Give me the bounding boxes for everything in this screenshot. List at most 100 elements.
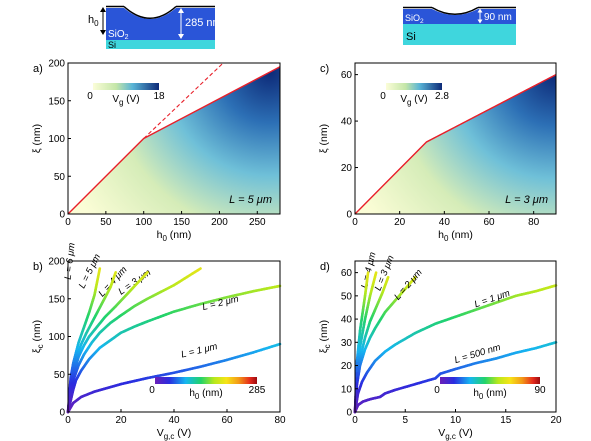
y-tick-label: 100 [48,134,65,145]
colorbar [386,83,442,90]
x-tick-label: 0 [352,415,358,426]
y-tick-label: 30 [341,338,353,349]
y-tick-label: 150 [48,96,65,107]
x-tick-label: 10 [450,415,462,426]
series-line [353,341,558,414]
series-segment [113,271,117,276]
colorbar [93,83,159,90]
y-tick-label: 0 [59,408,65,419]
series-line [66,271,117,414]
colorbar-max: 18 [153,91,165,102]
series-label: L = 2 μm [392,267,425,302]
series-segment [97,267,102,273]
y-tick-label: 60 [341,70,353,81]
y-tick-label: 10 [341,384,353,395]
y-tick-label: 0 [59,210,65,221]
si-substrate [403,24,516,45]
si-label: Si [406,31,416,43]
panel-label: d) [320,261,330,273]
series-label: L = 2 μm [201,294,240,313]
y-tick-label: 0 [346,408,352,419]
inset-schematic-a: h0 285 nm SiO2 Si [88,5,222,50]
boundary-line [67,66,281,215]
colorbar-max: 90 [534,385,546,396]
series-segment [145,271,149,275]
panel-a: L = 5 μm 0 50 100 150 200 250 0 50 100 150 200 h0 (n… [31,59,281,243]
panel-annotation: L = 5 μm [229,194,272,206]
dashed-extension [143,62,224,139]
y-axis-label: ξ (nm) [318,124,330,153]
y-tick-label: 40 [341,315,353,326]
series-label: L = 1 μm [473,288,512,311]
heatmap-area [355,74,556,214]
panel-label: c) [320,63,329,75]
y-tick-label: 0 [346,210,352,221]
x-tick-label: 80 [274,415,286,426]
y-tick-label: 200 [48,59,65,70]
x-tick-label: 20 [394,217,406,228]
series-line [353,284,558,414]
x-tick-label: 15 [500,415,512,426]
y-tick-label: 50 [54,370,66,381]
cavity [432,9,478,15]
colorbar-min: 0 [434,385,440,396]
si-substrate [106,40,215,49]
panel-b: L = 1 μmL = 2 μmL = 3 μmL = 4 μmL = 5 μm… [31,242,286,441]
panel-d: L = 500 nmL = 1 μmL = 2 μmL = 3 μmL = 4 … [318,251,562,441]
x-axis-label: h0 (nm) [438,229,473,243]
x-tick-label: 50 [100,217,112,228]
plot-frame [354,62,557,215]
colorbar [440,377,540,384]
series-line [353,271,370,414]
y-tick-label: 50 [341,291,353,302]
sio2-layer [403,9,516,24]
heatmap-area [68,66,280,215]
depth-label: 90 nm [484,12,512,23]
x-tick-label: 0 [352,217,358,228]
colorbar-label: Vg (V) [400,94,427,107]
dashed-extension [426,74,557,143]
y-tick-label: 200 [48,257,65,268]
x-axis-label: Vg,c (V) [157,427,192,441]
y-axis-label: ξc (nm) [31,320,45,353]
sio2-label: SiO2 [405,13,424,25]
colorbar-label: h0 (nm) [189,388,222,401]
x-tick-label: 60 [483,217,495,228]
panel-c: L = 3 μm 0 20 40 60 80 0 20 40 60 h0 (nm) ξ (nm) c) 0… [318,62,557,243]
series-line [66,342,282,414]
series-segment [196,267,202,272]
colorbar-min: 0 [87,91,93,102]
y-axis-label: ξc (nm) [318,320,332,353]
series-label: L = 1 μm [180,341,219,360]
colorbar [155,377,257,384]
x-axis-label: h0 (nm) [157,229,192,243]
x-tick-label: 0 [65,415,71,426]
x-tick-label: 80 [528,217,540,228]
si-label: Si [108,40,116,50]
depth-label: 285 nm [185,17,222,29]
colorbar-label: Vg (V) [112,94,139,107]
x-tick-label: 20 [550,415,562,426]
colorbar-label: h0 (nm) [473,388,506,401]
sio2-label: SiO2 [108,29,129,41]
series-segment [374,271,378,277]
x-tick-label: 20 [115,415,127,426]
h0-label: h0 [88,14,99,28]
y-tick-label: 40 [341,117,353,128]
x-tick-label: 250 [249,217,266,228]
x-tick-label: 40 [439,217,451,228]
x-tick-label: 40 [168,415,180,426]
x-tick-label: 200 [211,217,228,228]
x-axis-label: Vg,c (V) [438,427,473,441]
y-tick-label: 50 [54,172,66,183]
colorbar-min: 0 [380,91,386,102]
panel-annotation: L = 3 μm [505,194,548,206]
y-tick-label: 60 [341,268,353,279]
x-tick-label: 5 [402,415,408,426]
x-tick-label: 60 [221,415,233,426]
x-tick-label: 100 [135,217,152,228]
y-tick-label: 100 [48,332,65,343]
colorbar-max: 285 [249,385,266,396]
inset-schematic-c: 90 nm SiO2 Si [403,6,516,45]
x-tick-label: 0 [65,217,71,228]
